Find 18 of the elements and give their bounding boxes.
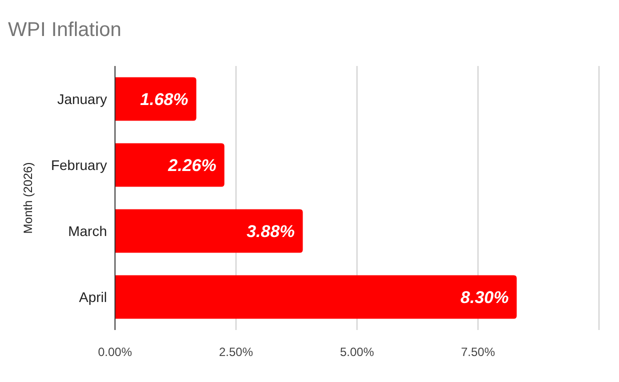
x-tick-label: 0.00%	[98, 345, 132, 359]
y-tick-label: April	[78, 288, 107, 305]
y-axis-title: Month (2026)	[21, 162, 35, 234]
bar	[115, 275, 517, 319]
x-tick-label: 2.50%	[218, 345, 254, 359]
y-tick-label: March	[68, 222, 107, 239]
data-label: 3.88%	[246, 222, 295, 241]
data-label: 1.68%	[140, 90, 188, 109]
data-label: 2.26%	[167, 156, 216, 175]
chart-title: WPI Inflation	[8, 19, 122, 41]
bar	[115, 77, 196, 121]
y-tick-label: January	[57, 90, 107, 107]
x-tick-label: 5.00%	[340, 345, 374, 359]
y-tick-label: February	[50, 156, 107, 173]
bar	[115, 209, 303, 253]
data-label: 8.30%	[460, 288, 509, 307]
x-tick-label: 7.50%	[460, 345, 496, 359]
bar	[115, 143, 224, 187]
